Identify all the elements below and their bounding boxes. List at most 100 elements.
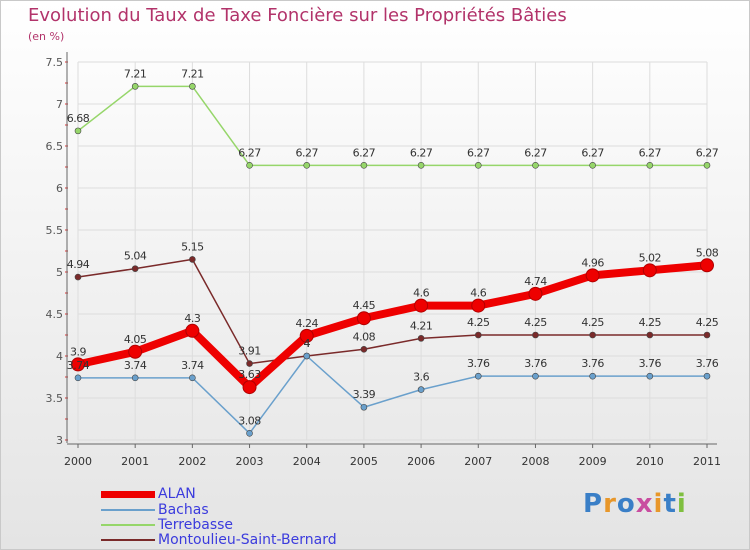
data-label: 4.08 (353, 330, 376, 343)
data-point (589, 372, 596, 380)
data-point (242, 380, 257, 395)
y-tick-label: 6.5 (46, 140, 64, 153)
data-point (589, 331, 596, 339)
data-label: 3.74 (181, 359, 204, 372)
data-point (528, 286, 543, 301)
series-line (77, 85, 708, 167)
legend-label: Terrebasse (158, 517, 234, 533)
data-point (532, 331, 539, 339)
data-point (189, 374, 196, 382)
data-label: 4.25 (467, 316, 490, 329)
data-point (642, 263, 657, 278)
data-label: 4.21 (410, 319, 433, 332)
data-point (417, 386, 425, 393)
data-point (414, 298, 429, 313)
data-label: 4.3 (184, 312, 200, 325)
data-point (646, 162, 654, 169)
legend-label: Montoulieu-Saint-Bernard (158, 532, 337, 548)
data-label: 4.94 (67, 258, 90, 271)
chart-title: Evolution du Taux de Taxe Foncière sur l… (28, 5, 567, 26)
data-label: 3.74 (124, 359, 147, 372)
data-point (585, 268, 600, 283)
data-point (131, 265, 139, 272)
data-label: 4 (303, 337, 310, 350)
legend-item-alan: ALAN (101, 486, 196, 502)
data-point (646, 331, 654, 339)
data-point (703, 331, 711, 339)
legend-item-terrebasse: Terrebasse (101, 517, 233, 533)
legend-item-bachas: Bachas (101, 502, 209, 518)
series-line (77, 258, 708, 365)
data-point (474, 331, 482, 339)
y-tick-label: 6 (56, 182, 63, 195)
legend-swatch (101, 524, 155, 526)
y-tick-label: 3.5 (46, 392, 64, 405)
data-label: 6.27 (410, 146, 433, 159)
data-label: 4.25 (696, 316, 719, 329)
data-label: 3.6 (413, 371, 429, 384)
data-point (131, 374, 139, 382)
data-point (700, 258, 714, 273)
data-point (303, 352, 311, 360)
x-tick-label: 2003 (236, 455, 264, 468)
data-point (71, 357, 85, 372)
data-label: 7.21 (181, 67, 204, 80)
data-point (360, 403, 368, 411)
data-point (417, 335, 425, 342)
data-point (532, 372, 539, 380)
data-label: 6.27 (353, 146, 376, 159)
data-point (74, 127, 82, 135)
data-point (474, 372, 482, 380)
data-point (474, 162, 482, 169)
x-tick-label: 2009 (579, 455, 607, 468)
data-label: 6.27 (696, 146, 719, 159)
data-label: 4 (303, 337, 310, 350)
data-label: 4.25 (524, 316, 547, 329)
data-label: 4.74 (524, 275, 547, 288)
data-point (646, 372, 654, 380)
data-label: 3.76 (524, 357, 547, 370)
x-tick-label: 2001 (121, 455, 149, 468)
x-tick-label: 2000 (64, 455, 92, 468)
data-label: 6.27 (639, 146, 662, 159)
data-point (703, 372, 711, 380)
data-label: 3.9 (70, 345, 86, 358)
data-point (303, 162, 311, 169)
data-point (471, 298, 486, 313)
x-tick-label: 2008 (521, 455, 549, 468)
y-tick-label: 7 (56, 98, 63, 111)
data-point (703, 162, 711, 169)
data-label: 3.76 (467, 357, 490, 370)
data-label: 3.91 (238, 345, 261, 358)
data-point (128, 344, 143, 359)
data-label: 4.24 (295, 317, 318, 330)
data-label: 4.25 (581, 316, 604, 329)
x-tick-label: 2006 (407, 455, 435, 468)
y-tick-label: 7.5 (46, 56, 64, 69)
data-label: 5.04 (124, 250, 147, 263)
x-tick-label: 2004 (293, 455, 321, 468)
data-point (356, 311, 371, 326)
y-tick-label: 5 (56, 266, 63, 279)
data-label: 3.08 (238, 414, 261, 427)
data-point (589, 162, 596, 169)
data-label: 5.08 (696, 246, 719, 259)
data-label: 3.76 (639, 357, 662, 370)
data-label: 5.15 (181, 240, 204, 253)
data-label: 6.68 (67, 112, 90, 125)
data-label: 4.45 (353, 299, 376, 312)
data-label: 4.25 (639, 316, 662, 329)
data-label: 3.39 (353, 388, 376, 401)
data-point (417, 162, 425, 169)
y-tick-label: 5.5 (46, 224, 64, 237)
legend-item-montoulieu-saint-bernard: Montoulieu-Saint-Bernard (101, 532, 337, 548)
y-tick-label: 3 (56, 434, 63, 447)
unit-label: (en %) (28, 30, 65, 43)
data-point (360, 345, 368, 353)
legend-swatch (101, 509, 155, 511)
data-label: 7.21 (124, 67, 147, 80)
data-label: 6.27 (581, 146, 604, 159)
legend-swatch (101, 490, 155, 498)
data-label: 6.27 (524, 146, 547, 159)
